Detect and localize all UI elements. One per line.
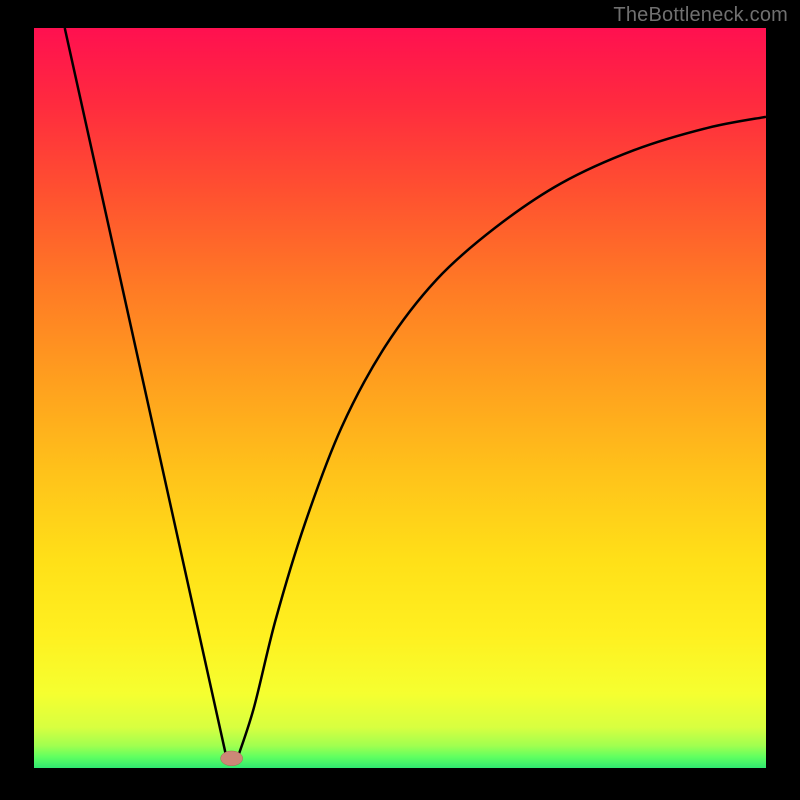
plot-background bbox=[34, 28, 766, 768]
watermark-text: TheBottleneck.com bbox=[613, 4, 788, 27]
bottleneck-chart bbox=[0, 0, 800, 800]
optimum-marker bbox=[221, 751, 243, 766]
